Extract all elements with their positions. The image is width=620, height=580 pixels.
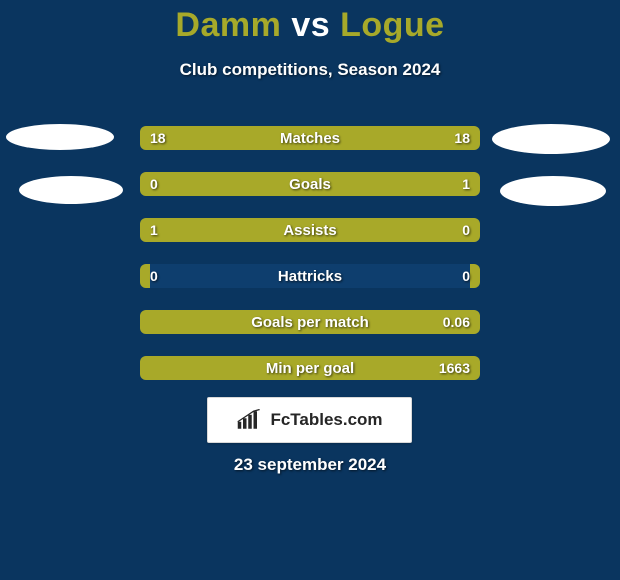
stat-bar-label: Min per goal: [140, 356, 480, 380]
avatar-placeholder-right-1: [492, 124, 610, 154]
stat-bar-label: Assists: [140, 218, 480, 242]
stat-bar-right-value: 0.06: [443, 310, 470, 334]
avatar-placeholder-left-2: [19, 176, 123, 204]
stat-bar-right-value: 0: [462, 264, 470, 288]
stat-bar: Matches18 18: [140, 126, 480, 150]
stat-bar: Assists1 0: [140, 218, 480, 242]
stat-bar: Goals0 1: [140, 172, 480, 196]
stat-bar: Goals per match0.06: [140, 310, 480, 334]
stat-bar-left-value: 1: [150, 218, 158, 242]
player1-name: Damm: [175, 6, 281, 44]
stat-bar-right-value: 18: [454, 126, 470, 150]
stat-bar-label: Matches: [140, 126, 480, 150]
footer-brand-box: FcTables.com: [207, 397, 412, 443]
player2-name: Logue: [340, 6, 444, 44]
stat-bar-right-value: 0: [462, 218, 470, 242]
vs-text: vs: [291, 6, 330, 44]
stat-bar-left-value: 0: [150, 264, 158, 288]
avatar-placeholder-right-2: [500, 176, 606, 206]
subtitle: Club competitions, Season 2024: [0, 60, 620, 80]
stat-bar-label: Goals: [140, 172, 480, 196]
stat-bar: Hattricks0 0: [140, 264, 480, 288]
stat-bar-right-value: 1663: [439, 356, 470, 380]
date-text: 23 september 2024: [0, 455, 620, 475]
stat-bar: Min per goal1663: [140, 356, 480, 380]
stat-bar-right-value: 1: [462, 172, 470, 196]
stat-bar-left-value: 18: [150, 126, 166, 150]
stat-bar-label: Goals per match: [140, 310, 480, 334]
comparison-infographic: Damm vs Logue Club competitions, Season …: [0, 0, 620, 580]
fctables-logo-icon: [236, 409, 264, 431]
stat-bar-label: Hattricks: [140, 264, 480, 288]
stat-bar-left-value: 0: [150, 172, 158, 196]
page-title: Damm vs Logue: [0, 6, 620, 45]
footer-brand-text: FcTables.com: [270, 410, 382, 430]
stat-bars: Matches1818Goals01Assists10Hattricks00Go…: [140, 126, 480, 402]
avatar-placeholder-left-1: [6, 124, 114, 150]
